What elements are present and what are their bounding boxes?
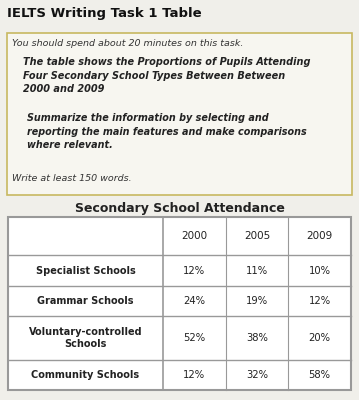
Text: 12%: 12% [183, 370, 205, 380]
Text: 2000: 2000 [181, 231, 208, 241]
Text: Secondary School Attendance: Secondary School Attendance [75, 202, 284, 215]
Text: The table shows the Proportions of Pupils Attending
Four Secondary School Types : The table shows the Proportions of Pupil… [23, 57, 311, 94]
Text: 32%: 32% [246, 370, 268, 380]
Text: You should spend about 20 minutes on this task.: You should spend about 20 minutes on thi… [12, 39, 243, 48]
FancyBboxPatch shape [8, 217, 351, 390]
Text: 12%: 12% [309, 296, 331, 306]
Text: Write at least 150 words.: Write at least 150 words. [12, 174, 132, 183]
Text: 2005: 2005 [244, 231, 270, 241]
Text: Grammar Schools: Grammar Schools [37, 296, 134, 306]
Text: 12%: 12% [183, 266, 205, 276]
Text: 2009: 2009 [307, 231, 333, 241]
Text: 58%: 58% [309, 370, 331, 380]
Text: 24%: 24% [183, 296, 205, 306]
Text: 52%: 52% [183, 333, 205, 343]
Text: Community Schools: Community Schools [32, 370, 140, 380]
Text: 20%: 20% [309, 333, 331, 343]
Text: 38%: 38% [246, 333, 268, 343]
Text: Summarize the information by selecting and
reporting the main features and make : Summarize the information by selecting a… [27, 113, 307, 150]
Text: 19%: 19% [246, 296, 268, 306]
Text: Voluntary-controlled
Schools: Voluntary-controlled Schools [29, 327, 142, 349]
Text: Specialist Schools: Specialist Schools [36, 266, 135, 276]
Text: 11%: 11% [246, 266, 268, 276]
Text: IELTS Writing Task 1 Table: IELTS Writing Task 1 Table [7, 7, 202, 20]
Text: 10%: 10% [309, 266, 331, 276]
FancyBboxPatch shape [7, 33, 352, 195]
